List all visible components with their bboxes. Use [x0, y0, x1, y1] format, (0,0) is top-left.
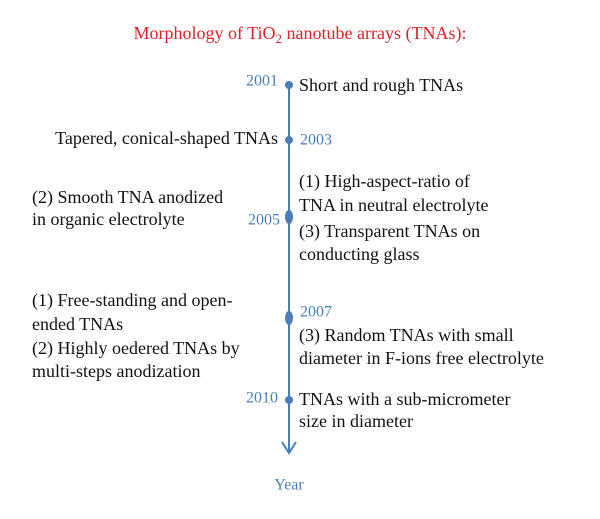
event-text: in organic electrolyte	[32, 209, 185, 229]
timeline-dot	[285, 210, 293, 224]
event-text: (2) Smooth TNA anodized	[32, 187, 223, 208]
event-text: (3) Transparent TNAs on	[299, 221, 480, 242]
title: Morphology of TiO2 nanotube arrays (TNAs…	[134, 23, 467, 46]
axis-label: Year	[274, 477, 304, 494]
event-text: TNA in neutral electrolyte	[299, 195, 488, 215]
event-text: size in diameter	[299, 411, 413, 431]
event-text: Tapered, conical-shaped TNAs	[55, 128, 278, 148]
event-text: Short and rough TNAs	[299, 75, 463, 95]
title-subscript: 2	[276, 31, 283, 46]
event-text: (2) Highly oedered TNAs by	[32, 338, 240, 359]
event-text: (1) Free-standing and open-	[32, 290, 232, 311]
title-part: Morphology of TiO	[134, 23, 276, 43]
axis-arrow	[281, 441, 297, 455]
event-text: TNAs with a sub-micrometer	[299, 389, 510, 409]
year-label: 2001	[246, 73, 278, 90]
year-label: 2007	[300, 304, 332, 321]
year-label: 2010	[246, 390, 278, 407]
timeline-dot	[285, 396, 293, 404]
title-part: nanotube arrays (TNAs):	[282, 23, 466, 44]
event-text: (3) Random TNAs with small	[299, 325, 514, 346]
event-text: (1) High-aspect-ratio of	[299, 171, 470, 192]
event-text: multi-steps anodization	[32, 361, 200, 381]
year-label: 2005	[248, 212, 280, 229]
year-label: 2003	[300, 132, 332, 149]
event-text: ended TNAs	[32, 314, 123, 334]
event-text: diameter in F-ions free electrolyte	[299, 348, 544, 368]
timeline-dot	[285, 311, 293, 325]
timeline-dot	[285, 136, 293, 144]
event-text: conducting glass	[299, 244, 419, 264]
timeline-dot	[285, 81, 293, 89]
